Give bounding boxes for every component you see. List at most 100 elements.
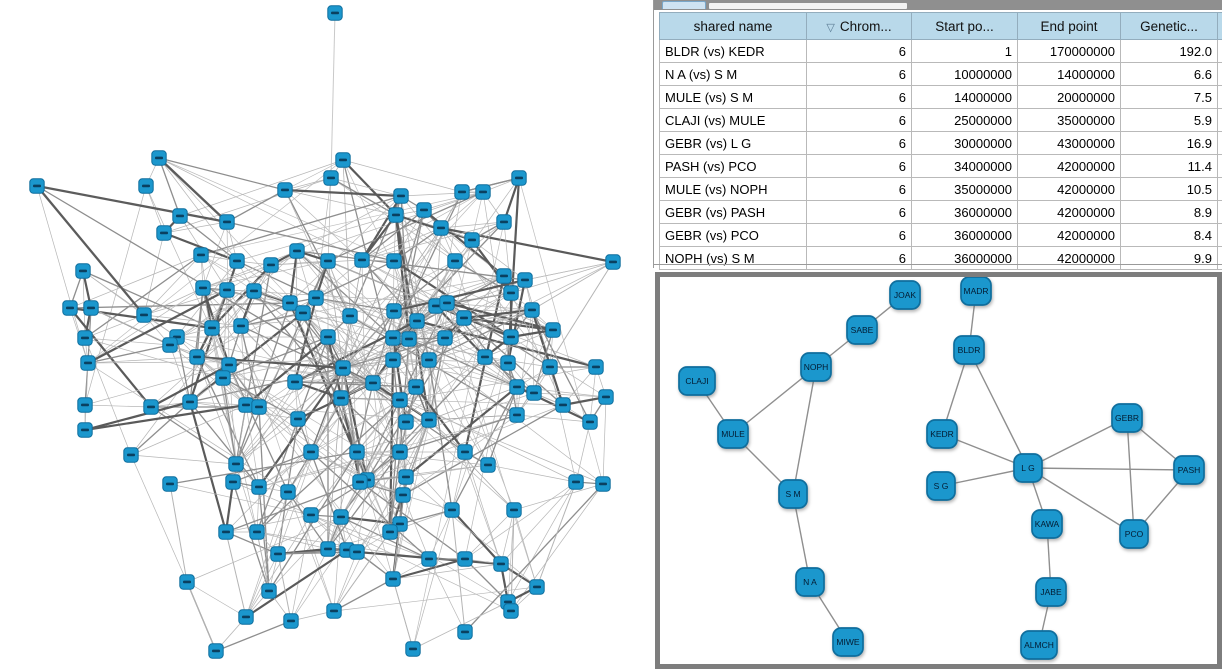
network-node[interactable] xyxy=(138,178,154,194)
network-node-S M[interactable]: S M xyxy=(778,479,808,509)
cell-value[interactable]: 35000000 xyxy=(911,177,1018,201)
network-node[interactable] xyxy=(447,253,463,269)
network-node[interactable] xyxy=(151,150,167,166)
table-row[interactable]: MULE (vs) NOPH 6 35000000 42000000 10.5 xyxy=(659,177,1222,201)
network-node-JABE[interactable]: JABE xyxy=(1035,577,1067,607)
network-node[interactable] xyxy=(80,355,96,371)
network-node[interactable] xyxy=(193,247,209,263)
network-node[interactable] xyxy=(382,524,398,540)
network-node[interactable] xyxy=(249,524,265,540)
network-node-S G[interactable]: S G xyxy=(926,471,956,501)
network-node[interactable] xyxy=(529,579,545,595)
network-node[interactable] xyxy=(29,178,45,194)
cell-value[interactable] xyxy=(1217,85,1222,109)
cell-shared-name[interactable]: GEBR (vs) L G xyxy=(659,131,807,155)
network-node[interactable] xyxy=(437,330,453,346)
network-node[interactable] xyxy=(229,253,245,269)
cell-value[interactable]: 10.5 xyxy=(1120,177,1218,201)
cell-shared-name[interactable]: MULE (vs) S M xyxy=(659,85,807,109)
cell-value[interactable]: 11.4 xyxy=(1120,154,1218,178)
cell-value[interactable]: 6 xyxy=(806,223,912,247)
network-node[interactable] xyxy=(182,394,198,410)
cell-value[interactable]: 14000000 xyxy=(911,85,1018,109)
cell-shared-name[interactable]: BLDR (vs) KEDR xyxy=(659,39,807,63)
cell-value[interactable]: 42000000 xyxy=(1017,177,1121,201)
table-row[interactable]: GEBR (vs) PASH 6 36000000 42000000 8.9 xyxy=(659,200,1222,224)
cell-value[interactable]: 30000000 xyxy=(911,131,1018,155)
network-node-ALMCH[interactable]: ALMCH xyxy=(1020,630,1058,660)
cell-value[interactable]: 9.9 xyxy=(1120,246,1218,270)
network-node[interactable] xyxy=(295,305,311,321)
cell-value[interactable]: 192.0 xyxy=(1120,39,1218,63)
cell-value[interactable] xyxy=(1217,131,1222,155)
column-header-Genetic...[interactable]: Genetic... xyxy=(1120,12,1218,40)
cell-value[interactable]: 14000000 xyxy=(1017,62,1121,86)
cell-value[interactable]: 6 xyxy=(806,62,912,86)
cell-value[interactable] xyxy=(1217,200,1222,224)
cell-value[interactable]: 36000000 xyxy=(911,246,1018,270)
network-node[interactable] xyxy=(416,202,432,218)
network-node[interactable] xyxy=(189,349,205,365)
network-node-KAWA[interactable]: KAWA xyxy=(1031,509,1063,539)
network-node[interactable] xyxy=(215,370,231,386)
network-node[interactable] xyxy=(496,214,512,230)
column-header-shared name[interactable]: shared name xyxy=(659,12,807,40)
network-node[interactable] xyxy=(218,524,234,540)
cell-value[interactable]: 42000000 xyxy=(1017,154,1121,178)
cell-value[interactable]: 20000000 xyxy=(1017,85,1121,109)
network-node[interactable] xyxy=(598,389,614,405)
network-node[interactable] xyxy=(509,407,525,423)
network-node[interactable] xyxy=(225,474,241,490)
network-node[interactable] xyxy=(405,641,421,657)
network-node[interactable] xyxy=(62,300,78,316)
cell-value[interactable] xyxy=(1217,154,1222,178)
network-node[interactable] xyxy=(395,487,411,503)
network-node[interactable] xyxy=(439,295,455,311)
column-header-Start po...[interactable]: Start po... xyxy=(911,12,1018,40)
cell-value[interactable] xyxy=(1217,39,1222,63)
cell-value[interactable]: 25000000 xyxy=(911,108,1018,132)
network-node[interactable] xyxy=(219,282,235,298)
cell-value[interactable]: 1 xyxy=(911,39,1018,63)
network-node[interactable] xyxy=(408,379,424,395)
network-node[interactable] xyxy=(335,360,351,376)
network-node[interactable] xyxy=(388,207,404,223)
network-node[interactable] xyxy=(433,220,449,236)
cell-value[interactable]: 6 xyxy=(806,154,912,178)
cell-value[interactable]: 8.4 xyxy=(1120,223,1218,247)
network-node[interactable] xyxy=(457,551,473,567)
cell-value[interactable]: 36000000 xyxy=(911,200,1018,224)
network-node[interactable] xyxy=(179,574,195,590)
network-node[interactable] xyxy=(195,280,211,296)
network-node[interactable] xyxy=(143,399,159,415)
network-node[interactable] xyxy=(77,330,93,346)
cell-value[interactable]: 16.9 xyxy=(1120,131,1218,155)
network-node-L G[interactable]: L G xyxy=(1013,453,1043,483)
cell-value[interactable]: 42000000 xyxy=(1017,223,1121,247)
network-node[interactable] xyxy=(162,476,178,492)
network-node[interactable] xyxy=(398,469,414,485)
network-node-BLDR[interactable]: BLDR xyxy=(953,335,985,365)
network-node-PASH[interactable]: PASH xyxy=(1173,455,1205,485)
network-node[interactable] xyxy=(233,318,249,334)
network-node[interactable] xyxy=(454,184,470,200)
network-node[interactable] xyxy=(77,422,93,438)
cell-value[interactable] xyxy=(1217,246,1222,270)
cell-value[interactable]: 6 xyxy=(806,246,912,270)
network-node[interactable] xyxy=(75,263,91,279)
network-node[interactable] xyxy=(386,253,402,269)
network-node[interactable] xyxy=(385,571,401,587)
network-node[interactable] xyxy=(251,479,267,495)
network-node[interactable] xyxy=(77,397,93,413)
network-node[interactable] xyxy=(283,613,299,629)
network-node[interactable] xyxy=(385,330,401,346)
network-node[interactable] xyxy=(219,214,235,230)
network-node[interactable] xyxy=(287,374,303,390)
network-node[interactable] xyxy=(246,283,262,299)
network-node[interactable] xyxy=(352,474,368,490)
network-node[interactable] xyxy=(349,544,365,560)
table-row[interactable]: N A (vs) S M 6 10000000 14000000 6.6 xyxy=(659,62,1222,86)
network-node[interactable] xyxy=(509,379,525,395)
network-node[interactable] xyxy=(506,502,522,518)
cell-value[interactable] xyxy=(1217,223,1222,247)
